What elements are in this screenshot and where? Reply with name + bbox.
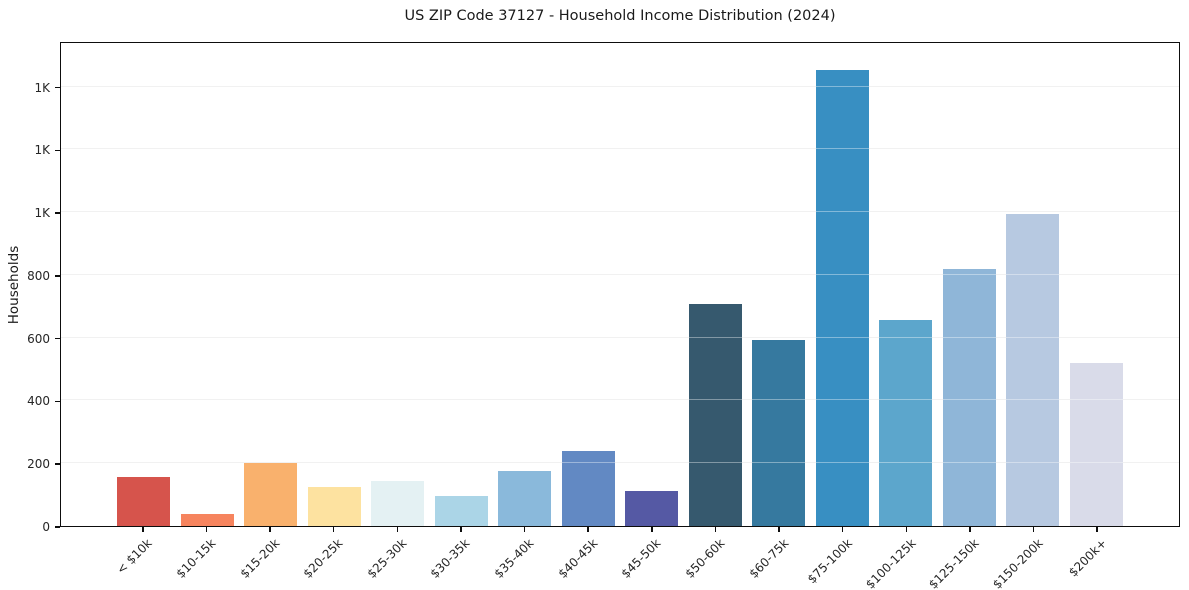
x-tick-mark [332, 527, 335, 532]
x-tick-label: $20-25k [300, 536, 346, 581]
bar-$45-50k [625, 490, 679, 526]
x-tick-mark [714, 527, 717, 532]
bar-slot [811, 43, 875, 526]
bar-$75-100k [815, 69, 869, 526]
x-tick-label: < $10k [113, 536, 155, 577]
bar-slot [938, 43, 1002, 526]
x-tick-mark [905, 527, 908, 532]
x-tick-label: $200k+ [1065, 536, 1110, 580]
y-tick-mark [55, 400, 60, 403]
plot-area [60, 42, 1180, 527]
y-tick-label: 1K [34, 80, 50, 95]
gridline [61, 148, 1179, 150]
bar-slot [684, 43, 748, 526]
bar-$20-25k [307, 486, 361, 526]
bar-slot [1001, 43, 1065, 526]
y-tick-label: 800 [27, 268, 50, 283]
gridline [61, 148, 1179, 150]
y-tick-mark [55, 463, 60, 465]
gridline [61, 211, 1179, 213]
y-tick-label: 0 [42, 520, 50, 534]
x-tick-label: $45-50k [618, 536, 664, 581]
y-tick-mark [55, 212, 60, 214]
bar-$40-45k [561, 450, 615, 526]
y-tick-mark [55, 526, 60, 528]
bar-slot [557, 43, 621, 526]
x-tick-mark [587, 527, 589, 532]
x-tick-mark [460, 527, 462, 532]
x-tick-label: $60-75k [746, 536, 791, 581]
bar-$35-40k [498, 471, 552, 526]
gridline [61, 399, 1179, 401]
y-tick-label: 1K [34, 143, 50, 158]
x-tick-label: $100-125k [862, 536, 919, 590]
x-tick-mark [142, 527, 144, 532]
x-tick-label: $25-30k [364, 536, 410, 581]
x-tick-label: $35-40k [491, 536, 537, 581]
y-tick-mark [55, 86, 60, 89]
x-tick-mark [969, 527, 971, 532]
bar-$60-75k [752, 340, 806, 526]
gridline [61, 211, 1179, 213]
x-tick-label: $75-100k [804, 536, 855, 587]
bar-$30-35k [434, 495, 488, 526]
x-tick-mark [205, 527, 208, 532]
x-tick-label: $125-150k [926, 536, 982, 590]
x-tick-mark [778, 527, 780, 532]
y-tick-label: 600 [27, 331, 50, 346]
y-tick-label: 200 [27, 457, 50, 472]
bar-slot [176, 43, 240, 526]
x-tick-mark [841, 527, 844, 532]
bar-$200k+ [1069, 362, 1123, 526]
bar-slot [620, 43, 684, 526]
y-tick-mark [55, 275, 60, 277]
x-tick-label: $40-45k [555, 536, 601, 581]
gridline [61, 336, 1179, 338]
bar-slot [303, 43, 367, 526]
bar-slot [493, 43, 557, 526]
bar-$50-60k [688, 304, 742, 526]
y-tick-label: 1K [34, 206, 50, 221]
bar-slot [239, 43, 303, 526]
bar-$15-20k [244, 463, 298, 526]
bar-< $10k [117, 477, 171, 526]
gridline [61, 399, 1179, 401]
gridline [61, 462, 1179, 464]
y-tick-mark [55, 337, 60, 340]
x-tick-label: $15-20k [237, 536, 282, 581]
y-tick-label: 400 [27, 394, 50, 409]
x-tick-mark [1096, 527, 1098, 532]
gridline [61, 273, 1179, 275]
bar-slot [112, 43, 176, 526]
gridline [61, 462, 1179, 464]
bar-$100-125k [879, 319, 933, 526]
bar-slot [747, 43, 811, 526]
x-tick-label: $50-60k [682, 536, 728, 581]
bar-$25-30k [371, 480, 425, 526]
bar-slot [366, 43, 430, 526]
bar-slot [874, 43, 938, 526]
x-tick-mark [1032, 527, 1035, 532]
bar-$125-150k [942, 269, 996, 526]
x-tick-mark [651, 527, 653, 532]
x-tick-mark [523, 527, 526, 532]
x-tick-label: $150-200k [989, 536, 1046, 590]
x-tick-mark [269, 527, 271, 532]
bars-container [112, 43, 1128, 526]
chart-title: US ZIP Code 37127 - Household Income Dis… [404, 8, 836, 24]
bar-slot [1065, 43, 1129, 526]
bar-slot [430, 43, 494, 526]
x-tick-label: $10-15k [173, 536, 219, 581]
bar-$150-200k [1006, 214, 1060, 526]
gridline [61, 85, 1179, 87]
bar-$10-15k [180, 514, 234, 526]
gridline [61, 273, 1179, 275]
x-tick-label: $30-35k [427, 536, 473, 581]
gridline [61, 85, 1179, 87]
gridline [61, 336, 1179, 338]
x-tick-mark [396, 527, 399, 532]
y-tick-mark [55, 149, 60, 152]
